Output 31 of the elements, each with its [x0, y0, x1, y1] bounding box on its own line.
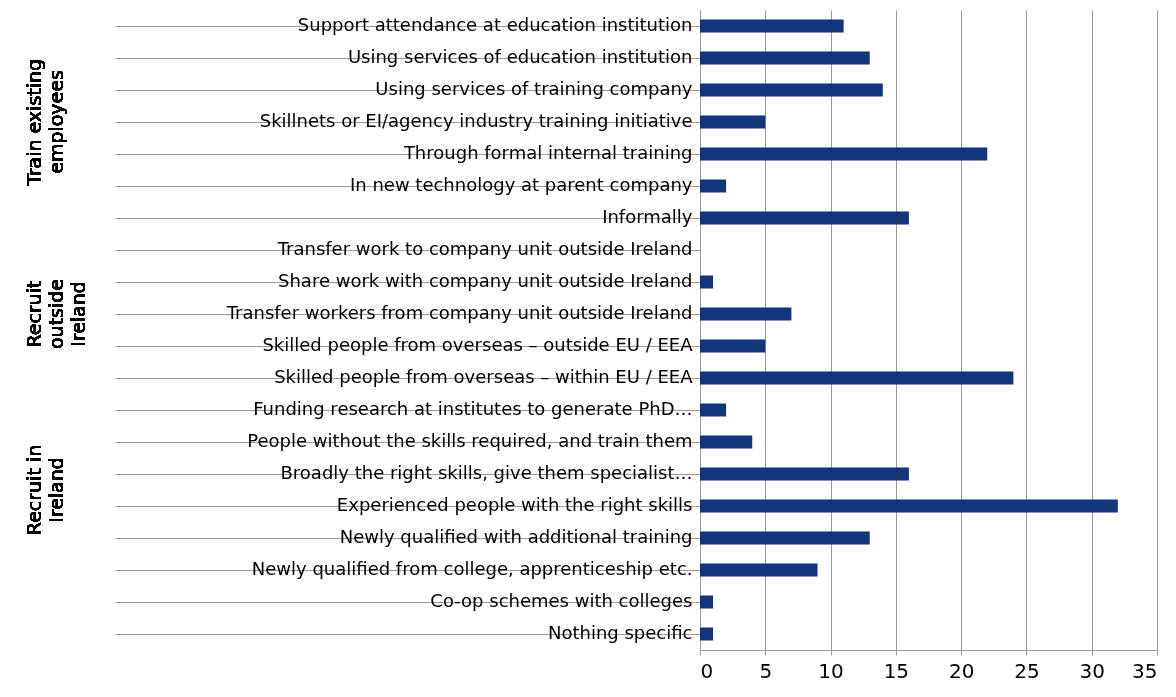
x-tick-label: 15 — [883, 658, 910, 683]
y-tick-label: Using services of training company — [375, 78, 693, 99]
y-tick-label: Newly qualified with additional training — [339, 526, 693, 547]
y-tick-label: Through formal internal training — [402, 142, 693, 163]
y-tick-label: Skilled people from overseas – within EU / EEA — [274, 366, 694, 387]
y-tick-label: In new technology at parent company — [349, 174, 693, 195]
y-tick-label: Newly qualified from college, apprenticeship etc. — [251, 558, 693, 579]
text: Recruit in Ireland — [23, 444, 67, 536]
y-tick-label: Share work with company unit outside Ireland — [278, 270, 693, 291]
text: Train existing employees — [23, 58, 67, 187]
y-tick-label: Co-op schemes with colleges — [430, 590, 693, 611]
x-tick-label: 0 — [700, 658, 714, 683]
x-tick-label: 10 — [818, 658, 844, 683]
y-tick-label: Skillnets or EI/agency industry training initiative — [259, 110, 693, 131]
y-tick-label: Transfer workers from company unit outside Ireland — [225, 302, 693, 323]
y-tick-label: Broadly the right skills, give them specialist… — [280, 462, 693, 483]
y-tick-label: Skilled people from overseas – outside EU / EEA — [262, 334, 694, 355]
x-tick-label: 20 — [948, 658, 975, 683]
x-tick-label: 35 — [1132, 658, 1158, 683]
x-tick-label: 25 — [1014, 658, 1040, 683]
y-tick-label: Nothing specific — [547, 622, 693, 643]
y-tick-label: Using services of education institution — [347, 46, 693, 67]
text: Recruit outside Ireland — [23, 278, 89, 350]
y-tick-label: Transfer work to company unit outside Ireland — [276, 238, 693, 259]
y-tick-label: People without the skills required, and train them — [247, 430, 693, 451]
y-tick-label: Funding research at institutes to generate PhD… — [253, 398, 693, 419]
y-tick-label: Support attendance at education institution — [297, 14, 693, 35]
x-tick-label: 5 — [759, 658, 773, 683]
x-tick-label: 30 — [1079, 658, 1105, 683]
y-tick-label: Informally — [602, 206, 693, 227]
y-tick-label: Experienced people with the right skills — [336, 494, 693, 515]
